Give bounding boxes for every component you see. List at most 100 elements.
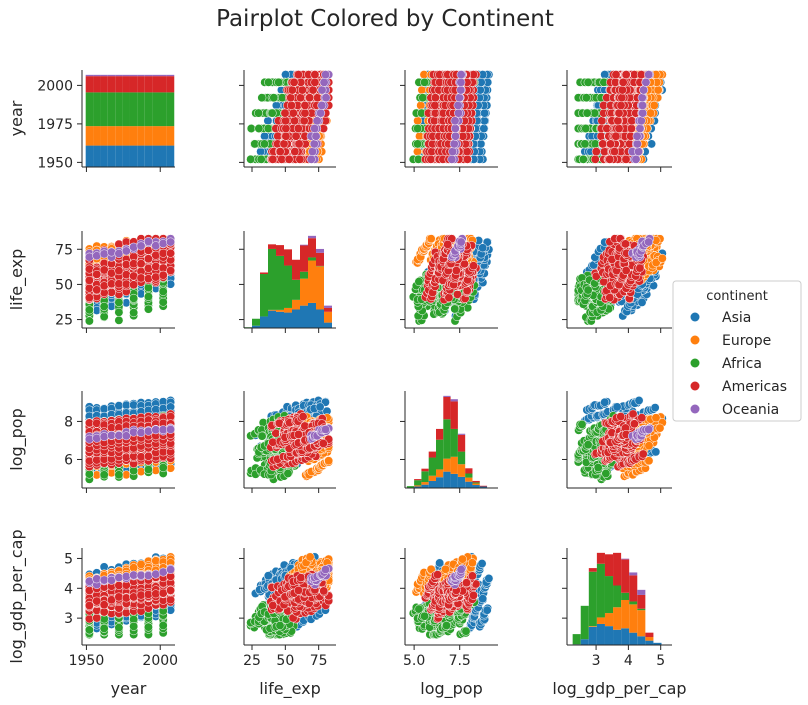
hist-bar-africa bbox=[122, 92, 130, 127]
point-africa bbox=[413, 139, 423, 149]
point-asia bbox=[480, 108, 490, 118]
point-africa bbox=[581, 93, 591, 103]
point-africa bbox=[413, 124, 423, 133]
point-oceania bbox=[632, 139, 642, 149]
hist-bar-americas bbox=[129, 76, 138, 93]
point-oceania bbox=[641, 77, 651, 87]
hist-bar-asia bbox=[152, 145, 160, 167]
point-americas bbox=[627, 116, 637, 126]
point-asia bbox=[647, 139, 656, 149]
point-oceania bbox=[644, 70, 654, 80]
point-africa bbox=[269, 93, 279, 103]
point-americas bbox=[281, 124, 291, 133]
point-americas bbox=[617, 93, 627, 103]
point-americas bbox=[281, 131, 291, 141]
point-americas bbox=[297, 85, 307, 95]
point-oceania bbox=[450, 124, 460, 133]
point-asia bbox=[263, 116, 273, 126]
point-americas bbox=[606, 139, 616, 149]
hist-bar-africa bbox=[85, 92, 94, 127]
hist-bar-europe bbox=[152, 126, 160, 146]
point-americas bbox=[286, 100, 296, 110]
hist-bar-americas bbox=[93, 76, 101, 93]
point-americas bbox=[300, 108, 310, 118]
point-oceania bbox=[319, 77, 329, 87]
point-americas bbox=[290, 116, 300, 126]
point-americas bbox=[305, 93, 315, 103]
hist-bar-africa bbox=[107, 92, 116, 127]
point-americas bbox=[611, 70, 621, 80]
point-americas bbox=[600, 147, 609, 157]
point-africa bbox=[580, 139, 590, 149]
point-oceania bbox=[455, 93, 464, 103]
point-americas bbox=[293, 124, 303, 133]
hist-bar-africa bbox=[159, 92, 167, 127]
hist-bar-oceania bbox=[129, 74, 138, 77]
point-oceania bbox=[456, 70, 466, 80]
point-oceania bbox=[309, 139, 319, 149]
hist-bar-oceania bbox=[100, 74, 108, 77]
hist-bar-oceania bbox=[159, 74, 167, 77]
hist-bar-asia bbox=[159, 145, 167, 167]
hist-bar-africa bbox=[93, 92, 101, 127]
hist-bar-europe bbox=[159, 126, 167, 146]
hist-bar-asia bbox=[129, 145, 138, 167]
point-asia bbox=[256, 147, 266, 157]
point-europe bbox=[413, 116, 423, 126]
point-africa bbox=[246, 124, 256, 133]
hist-bar-oceania bbox=[115, 74, 123, 77]
point-americas bbox=[286, 93, 296, 103]
point-africa bbox=[260, 139, 269, 149]
point-americas bbox=[626, 124, 636, 133]
point-oceania bbox=[634, 147, 644, 157]
point-africa bbox=[590, 108, 600, 118]
point-oceania bbox=[450, 116, 460, 126]
point-africa bbox=[418, 93, 428, 103]
hist-bar-africa bbox=[115, 92, 123, 127]
point-americas bbox=[430, 93, 440, 103]
point-oceania bbox=[447, 154, 457, 164]
hist-bar-oceania bbox=[137, 74, 145, 77]
chart-title: Pairplot Colored by Continent bbox=[216, 6, 554, 32]
point-americas bbox=[287, 85, 297, 95]
point-oceania bbox=[449, 139, 459, 149]
point-africa bbox=[254, 124, 264, 133]
point-europe bbox=[417, 85, 427, 95]
point-europe bbox=[413, 147, 422, 157]
hist-bar-oceania bbox=[152, 74, 160, 77]
y-tick-label: 2000 bbox=[37, 78, 73, 94]
point-americas bbox=[591, 147, 601, 157]
point-oceania bbox=[638, 108, 648, 118]
point-americas bbox=[300, 100, 310, 110]
point-oceania bbox=[321, 93, 331, 103]
point-europe bbox=[416, 100, 426, 110]
point-africa bbox=[590, 139, 600, 149]
point-asia bbox=[271, 100, 281, 110]
point-oceania bbox=[321, 70, 330, 80]
hist-bar-americas bbox=[137, 76, 145, 93]
point-americas bbox=[605, 154, 615, 164]
point-oceania bbox=[453, 100, 463, 110]
hist-bar-americas bbox=[159, 76, 167, 93]
point-oceania bbox=[317, 85, 327, 95]
point-americas bbox=[268, 154, 278, 164]
hist-bar-americas bbox=[144, 76, 153, 93]
point-americas bbox=[597, 116, 607, 126]
point-americas bbox=[610, 147, 619, 157]
point-oceania bbox=[632, 131, 642, 141]
point-oceania bbox=[637, 93, 647, 103]
panel-year-vs-log_gdp_per_cap bbox=[562, 70, 672, 172]
hist-bar-europe bbox=[85, 126, 94, 146]
hist-bar-asia bbox=[137, 145, 145, 167]
hist-bar-europe bbox=[137, 126, 145, 146]
point-africa bbox=[583, 77, 593, 87]
point-oceania bbox=[310, 124, 320, 133]
panel-year-vs-life_exp bbox=[239, 70, 336, 172]
point-americas bbox=[430, 100, 440, 110]
point-americas bbox=[291, 131, 301, 141]
point-oceania bbox=[311, 131, 321, 141]
hist-bar-americas bbox=[152, 76, 160, 93]
point-americas bbox=[310, 70, 320, 80]
